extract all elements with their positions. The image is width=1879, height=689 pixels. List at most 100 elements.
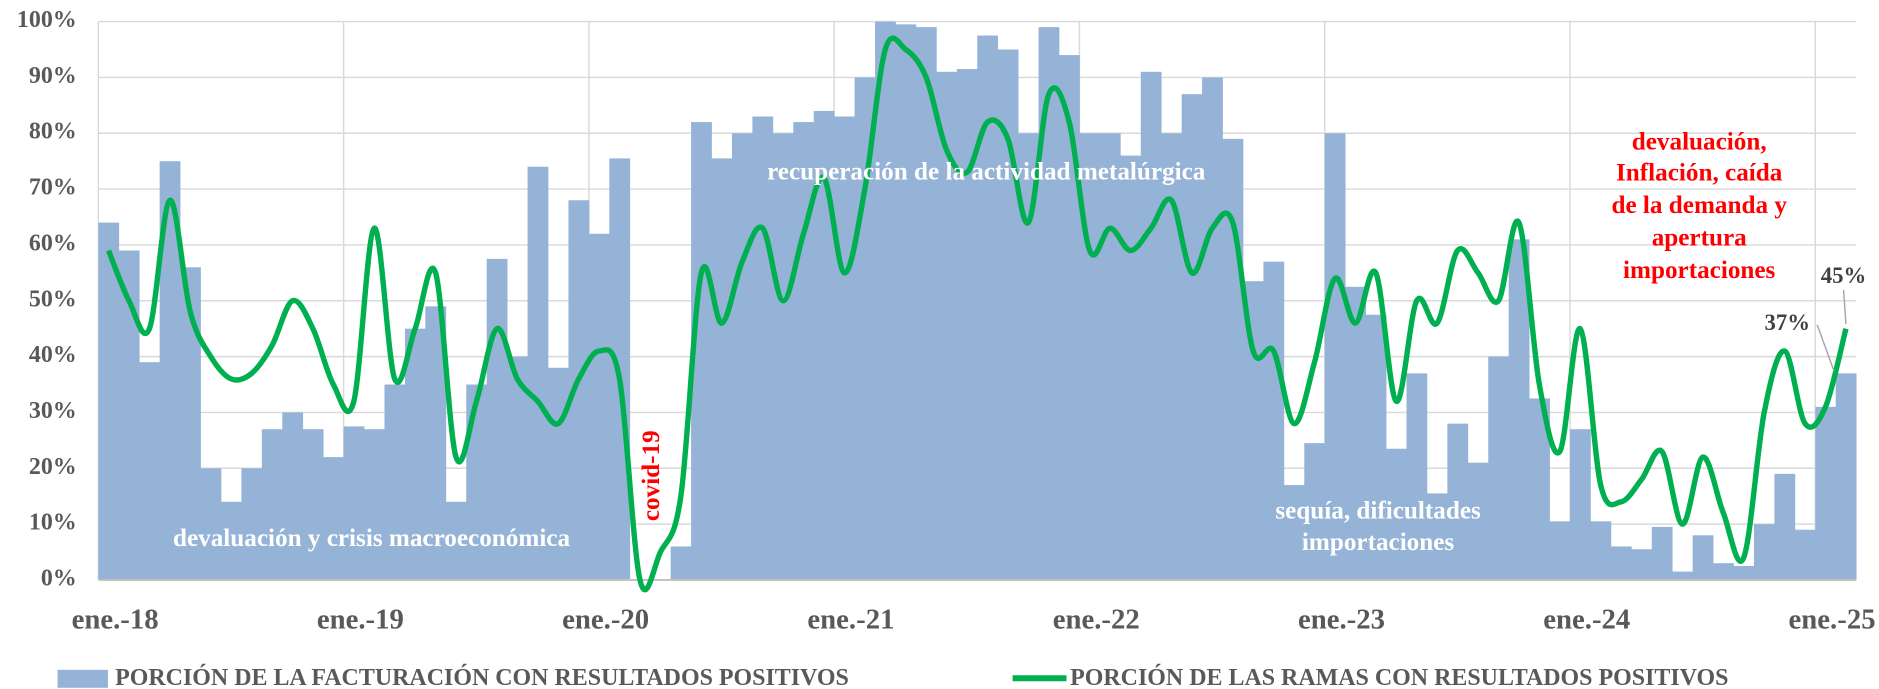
bar — [915, 27, 937, 580]
bar — [98, 222, 120, 580]
y-tick-label: 0% — [41, 565, 77, 591]
bar — [445, 501, 467, 580]
bar — [1406, 373, 1428, 580]
bar — [507, 356, 528, 580]
bar — [1815, 406, 1837, 580]
bar — [1590, 521, 1612, 580]
bar — [1140, 71, 1162, 580]
legend-label: PORCIÓN DE LA FACTURACIÓN CON RESULTADOS… — [115, 664, 849, 689]
bar — [1467, 462, 1489, 580]
bar — [1835, 373, 1857, 580]
bar — [323, 457, 344, 580]
annotation: recuperación de la actividad metalúrgica — [767, 159, 1206, 186]
bar — [1692, 535, 1714, 580]
data-label: 45% — [1821, 263, 1867, 288]
x-tick-label: ene.-25 — [1789, 603, 1876, 635]
x-tick-label: ene.-21 — [807, 603, 894, 635]
bar — [1570, 429, 1591, 580]
bar — [1529, 398, 1550, 580]
bar — [384, 384, 406, 580]
bar — [691, 122, 712, 580]
bar — [1324, 133, 1346, 580]
bar — [1426, 493, 1448, 580]
bar — [1508, 239, 1530, 580]
bar — [772, 133, 794, 580]
bar — [1549, 521, 1571, 580]
data-label: 37% — [1765, 310, 1811, 335]
y-tick-label: 70% — [29, 175, 77, 201]
y-tick-label: 30% — [29, 398, 77, 424]
annotation: importaciones — [1302, 529, 1455, 556]
x-tick-label: ene.-18 — [72, 603, 159, 635]
bar — [1365, 314, 1387, 580]
bar — [875, 21, 896, 580]
line — [106, 35, 1849, 593]
bar — [1631, 549, 1653, 580]
bar — [1345, 286, 1366, 580]
y-tick-label: 80% — [29, 119, 77, 145]
bar — [1672, 571, 1694, 580]
y-tick-label: 100% — [17, 7, 77, 33]
bar — [404, 328, 426, 580]
bar — [1222, 138, 1244, 580]
annotation: devaluación y crisis macroeconómica — [173, 525, 571, 552]
annotation: sequía, dificultades — [1275, 498, 1481, 525]
bar — [1202, 77, 1223, 580]
bar — [813, 110, 835, 580]
bar — [241, 468, 263, 580]
bar — [364, 429, 385, 580]
leader-line — [1816, 324, 1835, 372]
bar — [1794, 529, 1816, 580]
bar — [1099, 133, 1121, 580]
bar — [1447, 423, 1469, 580]
x-tick-label: ene.-24 — [1543, 603, 1630, 635]
bar — [711, 158, 733, 580]
bar — [1059, 55, 1080, 580]
bar — [220, 501, 242, 580]
bar — [1610, 546, 1632, 580]
bar — [895, 24, 917, 580]
bar — [1713, 563, 1734, 580]
bar — [568, 200, 590, 580]
bar — [180, 267, 201, 580]
bar — [118, 250, 140, 580]
bar — [1386, 448, 1407, 580]
y-tick-label: 10% — [29, 510, 77, 536]
bar — [731, 133, 753, 580]
bar — [302, 429, 324, 580]
bar — [936, 71, 958, 580]
annotation: covid-19 — [638, 430, 665, 521]
annotation: importaciones — [1623, 257, 1776, 284]
x-tick-label: ene.-20 — [562, 603, 649, 635]
x-tick-label: ene.-23 — [1298, 603, 1385, 635]
annotation: de la demanda y — [1611, 192, 1787, 219]
bar — [343, 426, 365, 580]
bar — [977, 35, 999, 580]
bar — [425, 306, 447, 580]
bar — [1161, 133, 1183, 580]
bar — [956, 69, 978, 580]
bar — [200, 468, 222, 580]
bars — [98, 21, 1857, 580]
bar — [1651, 526, 1673, 580]
x-tick-label: ene.-22 — [1053, 603, 1140, 635]
x-tick-label: ene.-19 — [317, 603, 404, 635]
legend-swatch — [57, 669, 108, 688]
bar — [1733, 565, 1755, 580]
bar — [1304, 443, 1326, 580]
bar — [588, 233, 610, 580]
annotation: devaluación, — [1632, 129, 1767, 156]
bar — [793, 122, 815, 580]
bar — [997, 49, 1019, 580]
bar — [670, 546, 692, 580]
bar — [139, 362, 161, 580]
bar — [261, 429, 283, 580]
bar — [159, 161, 181, 580]
bar — [1120, 155, 1142, 580]
y-tick-label: 40% — [29, 342, 77, 368]
legend-label: PORCIÓN DE LAS RAMAS CON RESULTADOS POSI… — [1070, 664, 1728, 689]
leader-line — [1842, 289, 1847, 324]
annotation: Inflación, caída — [1616, 160, 1783, 187]
y-tick-label: 60% — [29, 230, 77, 256]
y-tick-label: 20% — [29, 454, 77, 480]
